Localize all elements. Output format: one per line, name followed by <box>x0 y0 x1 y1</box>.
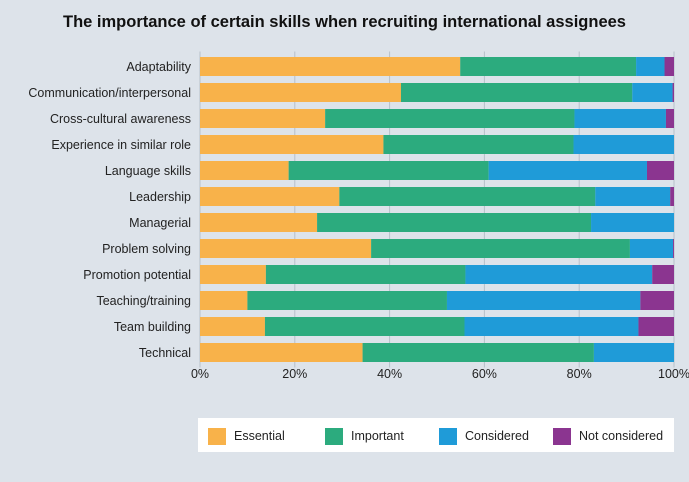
bar-segment-not-considered <box>673 239 674 258</box>
x-tick-label: 60% <box>472 367 497 381</box>
bar-segment-not-considered <box>640 291 674 310</box>
bar-segment-considered <box>446 291 641 310</box>
bar-segment-important <box>371 239 630 258</box>
legend-label: Important <box>351 429 404 443</box>
category-label: Adaptability <box>126 60 191 74</box>
legend-label: Not considered <box>579 429 664 443</box>
bar-segment-important <box>288 161 489 180</box>
bar-segment-not-considered <box>652 265 674 284</box>
legend-swatch <box>439 428 457 445</box>
x-tick-label: 20% <box>282 367 307 381</box>
category-label: Problem solving <box>102 242 191 256</box>
bar-segment-essential <box>200 83 401 102</box>
bar-segment-considered <box>464 317 639 336</box>
x-axis-ticks: 0% 20% 40% 60% 80% 100% <box>191 367 689 381</box>
bar-segment-considered <box>593 343 674 362</box>
bar-segment-important <box>265 265 466 284</box>
bar-segment-important <box>362 343 594 362</box>
bar-segment-essential <box>200 213 318 232</box>
category-label: Teaching/training <box>96 294 191 308</box>
bar-segment-essential <box>200 343 363 362</box>
bar-segment-important <box>247 291 447 310</box>
bar-segment-important <box>383 135 574 154</box>
legend-label: Essential <box>234 429 285 443</box>
bar-segment-considered <box>632 83 673 102</box>
bar-segment-essential <box>200 265 266 284</box>
bar-segment-considered <box>574 109 666 128</box>
bar-segment-considered <box>629 239 674 258</box>
category-label: Managerial <box>129 216 191 230</box>
bar-segment-not-considered <box>664 57 674 76</box>
bar-segment-considered <box>465 265 653 284</box>
bar-segment-important <box>264 317 465 336</box>
x-tick-label: 80% <box>567 367 592 381</box>
chart-title: The importance of certain skills when re… <box>63 13 626 31</box>
bar-segment-not-considered <box>670 187 674 206</box>
grid-layer <box>199 51 675 368</box>
legend-swatch <box>553 428 571 445</box>
bar-segment-considered <box>573 135 674 154</box>
bar-segment-essential <box>200 317 265 336</box>
bar-segment-essential <box>200 239 372 258</box>
x-tick-label: 100% <box>658 367 689 381</box>
bar-segment-important <box>339 187 596 206</box>
x-tick-label: 40% <box>377 367 402 381</box>
category-label: Leadership <box>129 190 191 204</box>
bar-segment-essential <box>200 187 340 206</box>
bar-segment-essential <box>200 57 461 76</box>
bar-segment-essential <box>200 291 248 310</box>
bar-segment-important <box>325 109 575 128</box>
bars-layer <box>200 57 674 362</box>
bar-segment-not-considered <box>646 161 674 180</box>
bar-segment-important <box>317 213 592 232</box>
bar-segment-not-considered <box>672 83 674 102</box>
bar-segment-not-considered <box>665 109 674 128</box>
bar-segment-considered <box>595 187 671 206</box>
bar-segment-important <box>460 57 637 76</box>
legend: Essential Important Considered Not consider… <box>198 418 674 452</box>
category-label: Technical <box>139 346 191 360</box>
category-label: Experience in similar role <box>51 138 191 152</box>
legend-swatch <box>325 428 343 445</box>
bar-segment-essential <box>200 109 326 128</box>
bar-segment-essential <box>200 161 289 180</box>
legend-label: Considered <box>465 429 529 443</box>
category-label: Communication/interpersonal <box>28 86 191 100</box>
category-label: Team building <box>114 320 191 334</box>
category-label: Language skills <box>105 164 191 178</box>
bar-segment-considered <box>591 213 674 232</box>
category-label: Promotion potential <box>83 268 191 282</box>
category-label: Cross-cultural awareness <box>50 112 191 126</box>
bar-segment-important <box>400 83 633 102</box>
legend-swatch <box>208 428 226 445</box>
category-labels: Adaptability Communication/interpersonal C… <box>28 60 191 360</box>
bar-segment-considered <box>488 161 647 180</box>
bar-segment-not-considered <box>638 317 674 336</box>
x-tick-label: 0% <box>191 367 209 381</box>
bar-segment-essential <box>200 135 384 154</box>
bar-segment-considered <box>636 57 665 76</box>
